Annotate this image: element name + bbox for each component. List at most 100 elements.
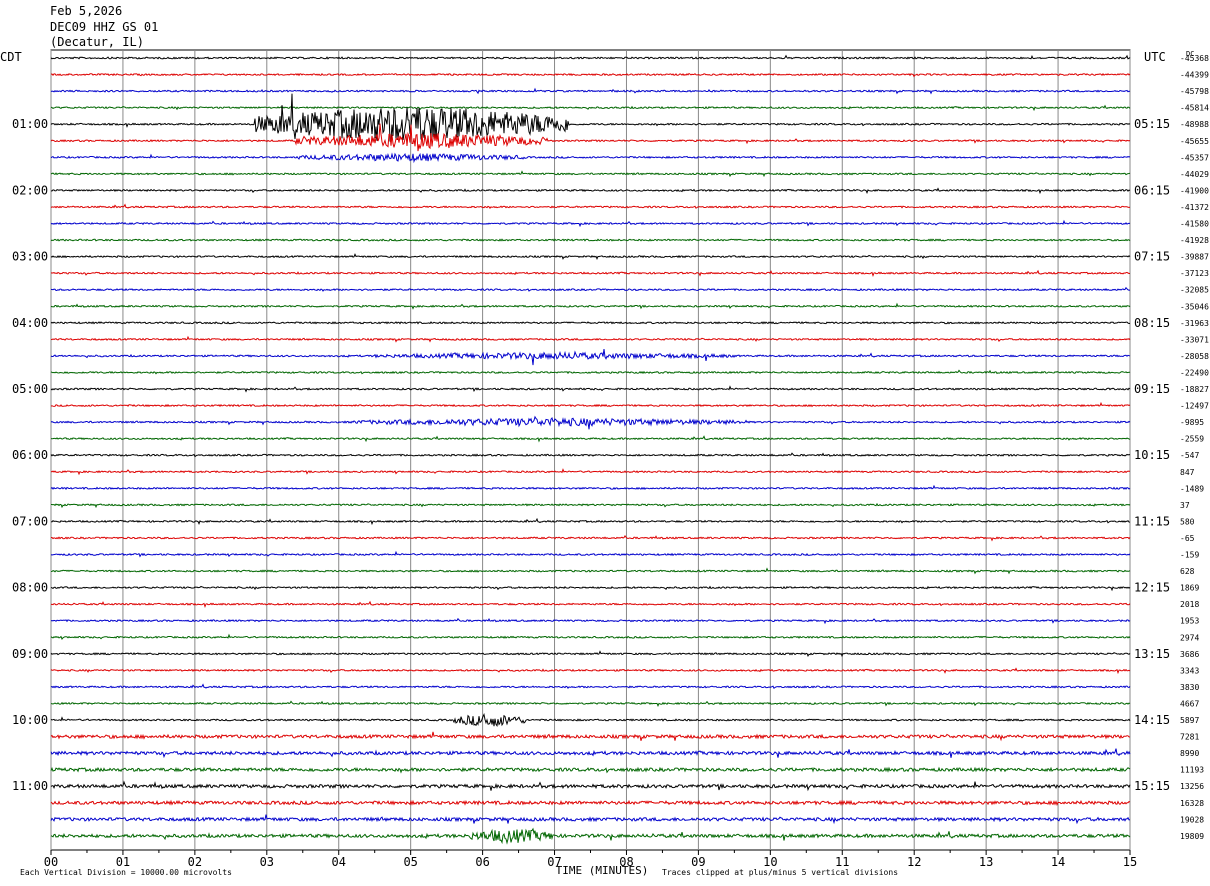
trace-offset-label: -31963: [1180, 319, 1209, 328]
seismic-trace: [50, 72, 1131, 78]
right-hour-label: 15:15: [1134, 779, 1170, 793]
x-tick-label: 15: [1123, 855, 1137, 869]
seismic-trace: [50, 766, 1131, 774]
right-hour-label: 06:15: [1134, 183, 1170, 197]
seismic-trace: [50, 302, 1131, 310]
right-hour-label: 08:15: [1134, 316, 1170, 330]
seismic-trace: [50, 54, 1131, 60]
x-tick-label: 08: [619, 855, 633, 869]
seismic-trace: [50, 585, 1131, 592]
x-tick-label: 06: [475, 855, 489, 869]
trace-offset-label: -28058: [1180, 352, 1209, 361]
x-tick-label: 03: [260, 855, 274, 869]
seismic-trace: [50, 731, 1131, 742]
trace-offset-label: 19028: [1180, 815, 1204, 824]
seismic-trace: [50, 617, 1131, 625]
trace-offset-label: -12497: [1180, 402, 1209, 411]
trace-offset-label: -65: [1180, 534, 1195, 543]
trace-offset-label: 2018: [1180, 600, 1199, 609]
trace-offset-label: -41900: [1180, 186, 1209, 195]
trace-offset-label: -45357: [1180, 153, 1209, 162]
header-station: DEC09 HHZ GS 01: [50, 20, 159, 34]
seismic-trace: [50, 415, 1131, 430]
trace-offset-label: -1489: [1180, 484, 1204, 493]
trace-offset-label: -35046: [1180, 302, 1209, 311]
trace-offset-label: 580: [1180, 517, 1195, 526]
right-hour-label: 11:15: [1134, 514, 1170, 528]
right-hour-label: 05:15: [1134, 117, 1170, 131]
seismic-trace: [50, 170, 1131, 178]
x-tick-label: 07: [547, 855, 561, 869]
x-tick-label: 11: [835, 855, 849, 869]
seismic-trace: [50, 550, 1131, 558]
seismic-trace: [50, 152, 1131, 164]
x-tick-label: 01: [116, 855, 130, 869]
trace-offset-label: -2559: [1180, 435, 1204, 444]
plot-frame: [50, 49, 1131, 851]
seismic-trace: [50, 484, 1131, 491]
trace-offset-label: -9895: [1180, 418, 1204, 427]
trace-offset-label: 1953: [1180, 617, 1199, 626]
trace-offset-label: -48988: [1180, 120, 1209, 129]
x-tick-label: 09: [691, 855, 705, 869]
trace-offset-label: 847: [1180, 468, 1195, 477]
seismic-trace: [50, 452, 1131, 458]
seismic-trace: [50, 385, 1131, 393]
seismic-trace: [51, 535, 1131, 542]
trace-offset-label: 2974: [1180, 633, 1199, 642]
seismic-trace: [51, 502, 1131, 509]
x-tick-label: 14: [1051, 855, 1065, 869]
seismic-trace: [50, 369, 1131, 375]
seismic-trace: [50, 203, 1131, 210]
seismic-trace: [50, 321, 1131, 325]
seismic-trace: [50, 780, 1131, 792]
trace-offset-label: -45814: [1180, 104, 1209, 113]
seismic-trace: [50, 238, 1131, 242]
right-hour-label: 10:15: [1134, 448, 1170, 462]
trace-offset-label: -44399: [1180, 71, 1209, 80]
seismic-trace: [50, 93, 1131, 142]
left-hour-label: 08:00: [12, 581, 48, 595]
left-hour-label: 05:00: [12, 382, 48, 396]
trace-offset-label: 3343: [1180, 666, 1199, 675]
seismic-trace: [50, 799, 1131, 806]
left-hour-label: 06:00: [12, 448, 48, 462]
trace-offset-label: 5897: [1180, 716, 1199, 725]
seismic-trace: [50, 600, 1131, 608]
right-hour-label: 12:15: [1134, 581, 1170, 595]
trace-offset-label: -22490: [1180, 368, 1209, 377]
right-timezone-label: UTC: [1144, 50, 1166, 64]
seismic-trace: [50, 667, 1131, 675]
seismic-trace: [50, 187, 1131, 195]
offset-dc-label: DC: [1186, 50, 1194, 58]
clip-note: Traces clipped at plus/minus 5 vertical …: [662, 868, 899, 877]
trace-offset-label: -33071: [1180, 335, 1209, 344]
x-tick-label: 13: [979, 855, 993, 869]
left-hour-label: 07:00: [12, 514, 48, 528]
left-hour-label: 04:00: [12, 316, 48, 330]
header-date: Feb 5,2026: [50, 4, 123, 18]
trace-offset-label: -39887: [1180, 253, 1209, 262]
trace-offset-label: 3830: [1180, 683, 1199, 692]
seismic-trace: [50, 468, 1130, 476]
trace-offset-label: -37123: [1180, 269, 1209, 278]
trace-offset-label: 11193: [1180, 766, 1204, 775]
trace-offset-label: -18827: [1180, 385, 1209, 394]
x-tick-label: 12: [907, 855, 921, 869]
seismic-trace: [50, 87, 1131, 95]
left-hour-label: 09:00: [12, 647, 48, 661]
seismic-trace: [50, 253, 1131, 260]
trace-offset-label: -41928: [1180, 236, 1209, 245]
left-timezone-label: CDT: [0, 50, 22, 64]
seismic-trace: [50, 683, 1131, 690]
trace-offset-label: 7281: [1180, 733, 1199, 742]
trace-offset-label: -41372: [1180, 203, 1209, 212]
trace-offset-label: 16328: [1180, 799, 1204, 808]
left-hour-label: 10:00: [12, 713, 48, 727]
seismic-trace: [50, 123, 1131, 152]
seismic-trace: [50, 219, 1131, 228]
trace-offset-label: -159: [1180, 551, 1199, 560]
seismic-trace: [50, 286, 1131, 292]
right-hour-label: 13:15: [1134, 647, 1170, 661]
